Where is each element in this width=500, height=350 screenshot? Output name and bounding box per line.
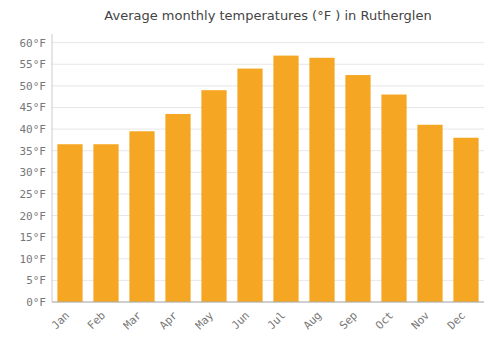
grid <box>52 43 484 302</box>
y-axis-line <box>52 34 53 302</box>
x-axis-line <box>52 302 484 303</box>
chart-svg: Average monthly temperatures (°F ) in Ru… <box>0 0 500 350</box>
x-tick-label: Oct <box>373 309 396 332</box>
grid-line <box>52 42 484 43</box>
y-tick-label: 25°F <box>20 188 47 201</box>
x-tick-label: Apr <box>157 309 181 333</box>
y-tick-label: 10°F <box>20 253 47 266</box>
bar <box>417 125 442 302</box>
title: Average monthly temperatures (°F ) in Ru… <box>104 8 431 23</box>
x-ticks: Jan Feb Mar Apr May Jun Jul Aug Sep Oct Nov Dec <box>49 309 468 333</box>
y-tick-label: 35°F <box>20 145 47 158</box>
bar <box>93 144 118 302</box>
x-tick-label: May <box>193 309 217 333</box>
x-tick-label: Sep <box>337 309 360 332</box>
x-tick-label: Aug <box>301 309 324 332</box>
x-tick-label: Jul <box>265 309 288 332</box>
y-tick-label: 20°F <box>20 210 47 223</box>
grid-line <box>52 107 484 108</box>
x-tick-label: Jan <box>49 309 72 332</box>
y-tick-label: 50°F <box>20 80 47 93</box>
bar <box>129 131 154 302</box>
x-tick-label: Nov <box>409 309 433 333</box>
y-tick-label: 5°F <box>26 274 46 287</box>
y-tick-label: 15°F <box>20 231 47 244</box>
x-tick-label: Dec <box>445 309 468 332</box>
y-tick-label: 45°F <box>20 101 47 114</box>
bar <box>57 144 82 302</box>
bar <box>237 69 262 302</box>
bar <box>165 114 190 302</box>
chart-container: Average monthly temperatures (°F ) in Ru… <box>0 0 500 350</box>
bar <box>201 90 226 302</box>
x-tick-label: Jun <box>229 309 252 332</box>
x-tick-label: Feb <box>85 309 108 332</box>
grid-line <box>52 302 484 303</box>
x-tick-label: Mar <box>121 309 145 333</box>
y-tick-label: 30°F <box>20 166 47 179</box>
y-tick-label: 60°F <box>20 37 47 50</box>
y-ticks: 0°F 5°F 10°F 15°F 20°F 25°F 30°F 35°F 40°F 45°F 50… <box>20 37 47 309</box>
bar <box>381 95 406 302</box>
y-tick-label: 40°F <box>20 123 47 136</box>
bar <box>309 58 334 302</box>
grid-line <box>52 64 484 65</box>
bar <box>273 56 298 302</box>
bar <box>345 75 370 302</box>
y-tick-label: 55°F <box>20 58 47 71</box>
bar <box>453 138 478 302</box>
grid-line <box>52 85 484 86</box>
y-tick-label: 0°F <box>26 296 46 309</box>
bars <box>57 56 478 302</box>
